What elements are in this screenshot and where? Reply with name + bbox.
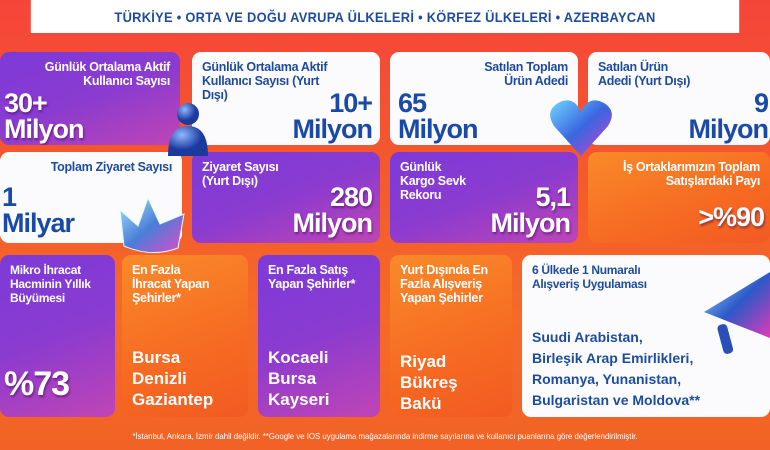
card-unit: Milyon <box>490 208 571 238</box>
card-label: Günlük Ortalama Aktif Kullanıcı Sayısı <box>44 60 171 88</box>
card-value: 280 <box>329 182 373 212</box>
card-label: 6 Ülkede 1 Numaralı Alışveriş Uygulaması <box>532 263 647 291</box>
card-label: Günlük Ortalama Aktif Kullanıcı Sayısı (… <box>202 60 328 102</box>
list-item: Birleşik Arap Emirlikleri, <box>532 350 694 366</box>
list-item: Bulgaristan ve Moldova** <box>532 392 701 408</box>
stat-card-daily-users-abroad: Günlük Ortalama Aktif Kullanıcı Sayısı (… <box>192 52 380 145</box>
city-list: Riyad Bükreş Bakü <box>400 351 458 414</box>
stat-card-products-sold-abroad: Satılan Ürün Adedi (Yurt Dışı) 9 Milyon <box>588 52 770 145</box>
card-label: Yurt Dışında En Fazla Alışveriş Yapan Şe… <box>400 263 488 305</box>
card-label: İş Ortaklarımızın Toplam Satışlardaki Pa… <box>622 160 760 188</box>
city-list: Kocaeli Bursa Kayseri <box>268 347 329 410</box>
card-label: Günlük Kargo Sevk Rekoru <box>400 160 466 202</box>
list-item: Denizli <box>132 369 187 388</box>
card-value: >%90 <box>698 202 765 232</box>
card-label: En Fazla Satış Yapan Şehirler* <box>268 263 356 291</box>
list-item: Riyad <box>400 352 447 371</box>
card-unit: Milyon <box>292 114 373 144</box>
stat-card-visits-abroad: Ziyaret Sayısı (Yurt Dışı) 280 Milyon <box>192 152 380 243</box>
card-unit: Milyon <box>292 208 373 238</box>
card-unit: Milyon <box>4 114 84 144</box>
list-item: Romanya, Yunanistan, <box>532 371 682 387</box>
card-value: 10+ <box>329 88 373 118</box>
header-title: TÜRKİYE • ORTA VE DOĞU AVRUPA ÜLKELERİ •… <box>30 0 740 33</box>
stat-card-total-visits: Toplam Ziyaret Sayısı 1 Milyar <box>0 152 182 243</box>
city-list: Bursa Denizli Gaziantep <box>132 347 213 410</box>
card-label: Mikro İhracat Hacminin Yıllık Büyümesi <box>10 263 91 305</box>
card-top-export-cities: En Fazla İhracat Yapan Şehirler* Bursa D… <box>122 255 248 417</box>
card-value: 5,1 <box>535 182 571 212</box>
card-value: 1 <box>2 182 17 212</box>
stat-card-products-sold: Satılan Toplam Ürün Adedi 65 Milyon <box>390 52 578 145</box>
card-unit: Milyar <box>2 208 75 238</box>
card-value: %73 <box>4 365 70 403</box>
card-label: Toplam Ziyaret Sayısı <box>50 160 173 174</box>
user-figure-icon <box>168 103 208 156</box>
card-unit: Milyon <box>398 114 478 144</box>
card-value: 30+ <box>4 88 48 118</box>
list-item: Suudi Arabistan, <box>532 329 643 345</box>
list-item: Bursa <box>268 369 317 388</box>
list-item: Gaziantep <box>132 390 214 409</box>
crown-icon <box>119 196 185 253</box>
list-item: Bakü <box>400 394 442 413</box>
card-label: Ziyaret Sayısı (Yurt Dışı) <box>202 160 279 188</box>
list-item: Bursa <box>132 348 181 367</box>
card-top-sales-cities: En Fazla Satış Yapan Şehirler* Kocaeli B… <box>258 255 380 417</box>
megaphone-icon <box>704 272 770 354</box>
heart-icon <box>550 100 612 156</box>
footnote: *İstanbul, Ankara, İzmir dahil değildir.… <box>132 431 638 441</box>
stat-card-micro-export-growth: Mikro İhracat Hacminin Yıllık Büyümesi %… <box>0 255 115 417</box>
stat-card-daily-users: Günlük Ortalama Aktif Kullanıcı Sayısı 3… <box>0 52 180 145</box>
list-item: Kocaeli <box>268 348 329 367</box>
list-item: Kayseri <box>268 390 330 409</box>
card-label: Satılan Toplam Ürün Adedi <box>484 60 568 88</box>
card-label: Satılan Ürün Adedi (Yurt Dışı) <box>598 60 691 88</box>
card-unit: Milyon <box>688 114 769 144</box>
card-value: 65 <box>398 88 427 118</box>
list-item: Bükreş <box>400 373 458 392</box>
stat-card-partner-share: İş Ortaklarımızın Toplam Satışlardaki Pa… <box>588 152 770 243</box>
stat-card-cargo-record: Günlük Kargo Sevk Rekoru 5,1 Milyon <box>390 152 578 243</box>
card-label: En Fazla İhracat Yapan Şehirler* <box>132 263 210 305</box>
card-value: 9 <box>753 88 769 118</box>
card-top-abroad-cities: Yurt Dışında En Fazla Alışveriş Yapan Şe… <box>390 255 512 417</box>
country-list: Suudi Arabistan, Birleşik Arap Emirlikle… <box>532 327 700 411</box>
